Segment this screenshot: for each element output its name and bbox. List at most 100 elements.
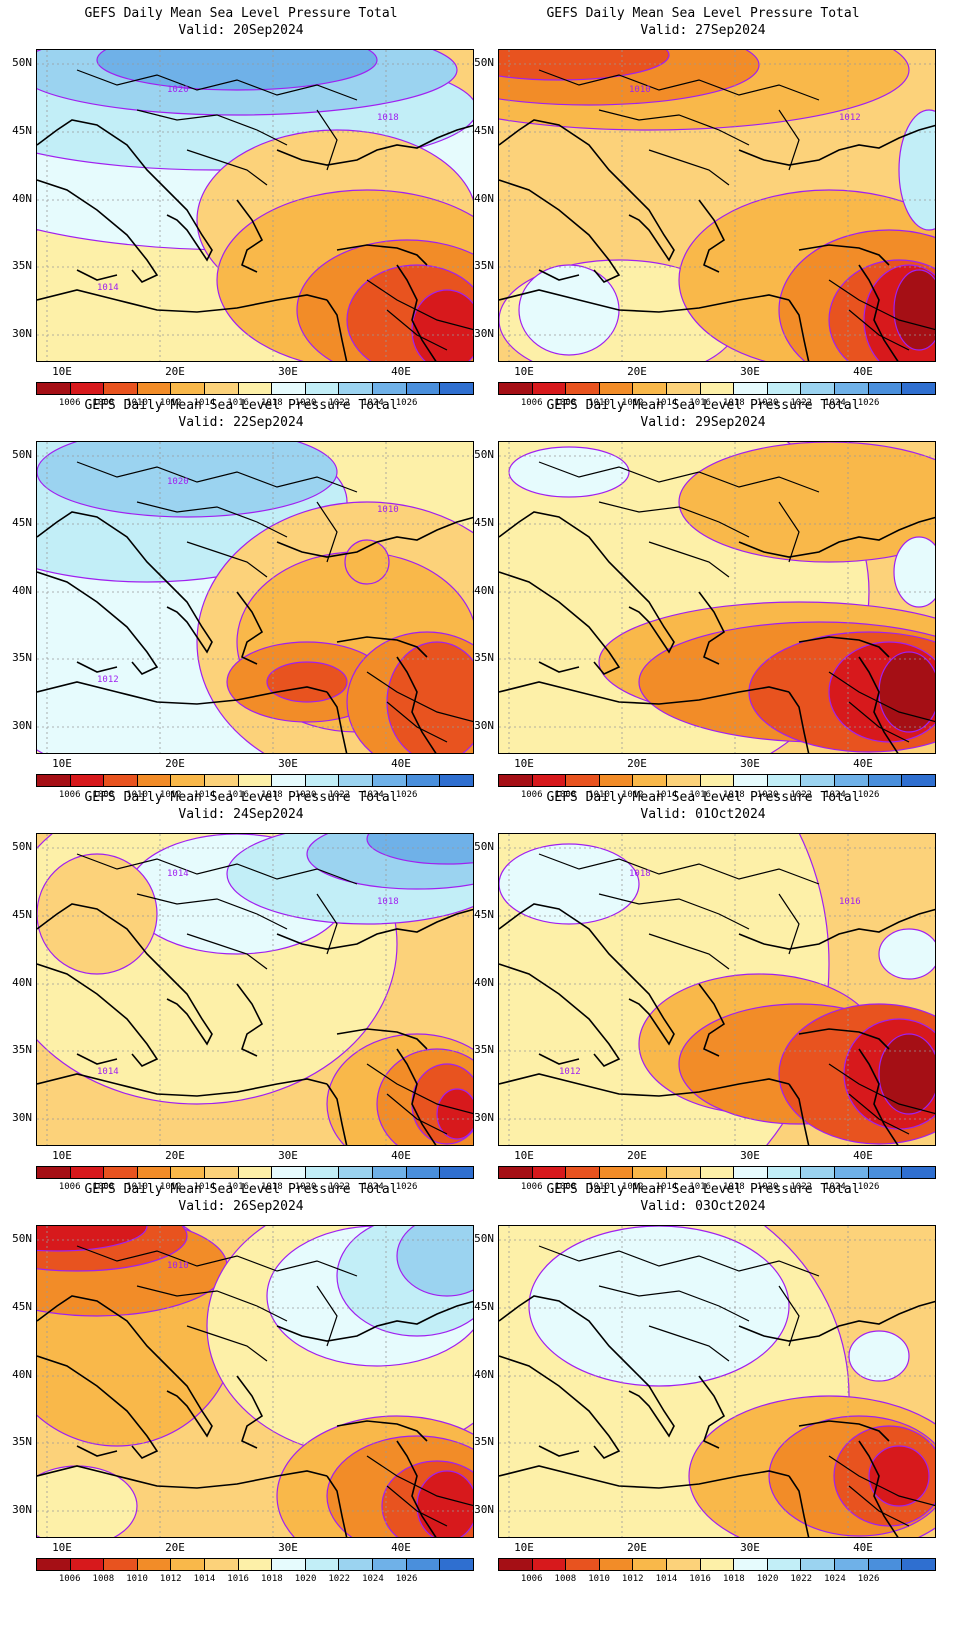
lat-tick-label: 50N: [12, 1232, 32, 1245]
colorbar-swatch: [566, 383, 600, 394]
lon-tick-label: 10E: [52, 365, 72, 378]
contour-label: 1012: [559, 1067, 581, 1077]
map-panel: GEFS Daily Mean Sea Level Pressure Total…: [0, 2, 482, 412]
pressure-contour-region: [436, 1088, 473, 1140]
colorbar-swatch: [305, 775, 340, 786]
colorbar-swatch: [633, 1559, 668, 1570]
pressure-contour-region: [499, 50, 670, 81]
colorbar-label: 1018: [261, 790, 283, 800]
lat-tick-label: 35N: [12, 651, 32, 664]
contour-label: 1018: [629, 869, 651, 879]
colorbar-label: 1022: [790, 790, 813, 800]
colorbar-swatch: [406, 1167, 441, 1178]
colorbar-label: 1014: [655, 790, 678, 800]
lon-tick-label: 40E: [853, 757, 873, 770]
colorbar-label: 1008: [554, 1182, 577, 1192]
colorbar-swatch: [835, 775, 869, 786]
colorbar-swatch: [37, 383, 71, 394]
map-panel: GEFS Daily Mean Sea Level Pressure Total…: [462, 786, 944, 1196]
lon-tick-label: 10E: [514, 757, 534, 770]
pressure-map: 1020 1018 1014: [36, 49, 474, 362]
colorbar-swatch: [902, 383, 935, 394]
lat-tick-label: 35N: [12, 1043, 32, 1056]
colorbar-label: 1016: [689, 790, 711, 800]
colorbar-swatch: [667, 775, 701, 786]
pressure-field: 1014 1018 1014: [37, 834, 473, 1145]
colorbar-label: 1006: [520, 1574, 543, 1584]
colorbar-label: 1020: [756, 1182, 779, 1192]
pressure-contour-region: [411, 289, 473, 361]
colorbar-swatch: [37, 1559, 71, 1570]
colorbar-label: 1018: [723, 398, 745, 408]
colorbar: [498, 382, 936, 395]
pressure-field: [499, 1226, 935, 1537]
lat-tick-label: 45N: [474, 516, 494, 529]
colorbar-label: 1020: [294, 790, 317, 800]
panel-title: GEFS Daily Mean Sea Level Pressure Total: [84, 790, 398, 805]
colorbar-swatch: [868, 383, 903, 394]
pressure-contour-region: [366, 834, 473, 865]
lon-tick-label: 20E: [627, 365, 647, 378]
colorbar-label: 1012: [621, 790, 644, 800]
colorbar-swatch: [532, 1167, 567, 1178]
colorbar-swatch: [137, 383, 172, 394]
lon-tick-label: 30E: [278, 1541, 298, 1554]
lat-tick-label: 30N: [12, 327, 32, 340]
colorbar-swatch: [734, 1167, 768, 1178]
country-borders: [76, 853, 473, 1135]
country-borders: [538, 461, 935, 743]
pressure-map: 1010 1012: [498, 49, 936, 362]
colorbar-swatch: [633, 775, 668, 786]
lon-tick-label: 20E: [627, 1149, 647, 1162]
colorbar-label: 1024: [824, 1574, 846, 1584]
coastline: [499, 511, 935, 753]
colorbar-label: 1008: [92, 790, 115, 800]
colorbar-swatch: [868, 1559, 903, 1570]
colorbar-swatch: [734, 1559, 768, 1570]
lat-tick-label: 30N: [12, 1111, 32, 1124]
pressure-contour-region: [893, 269, 935, 351]
pressure-contour-region: [898, 109, 935, 231]
contour-label: 1020: [167, 477, 189, 487]
colorbar-label: 1022: [328, 398, 351, 408]
lat-tick-label: 35N: [12, 259, 32, 272]
colorbar-label: 1008: [92, 1574, 115, 1584]
colorbar-label: 1014: [193, 790, 216, 800]
colorbar-label: 1022: [790, 1182, 813, 1192]
pressure-contour-region: [37, 442, 338, 518]
colorbar-swatch: [373, 1559, 407, 1570]
colorbar-label: 1018: [261, 1182, 283, 1192]
pressure-contour-region: [678, 442, 935, 563]
lat-tick-label: 30N: [12, 1503, 32, 1516]
colorbar-label: 1010: [588, 790, 610, 800]
colorbar-label: 1012: [621, 1574, 644, 1584]
colorbar-swatch: [440, 383, 473, 394]
lon-tick-label: 20E: [165, 757, 185, 770]
colorbar-label: 1026: [857, 790, 880, 800]
colorbar-swatch: [835, 1559, 869, 1570]
colorbar-label: 1024: [362, 790, 384, 800]
colorbar-swatch: [667, 1167, 701, 1178]
colorbar-label: 1006: [520, 790, 543, 800]
contour-label: 1014: [97, 1067, 119, 1077]
colorbar-swatch: [801, 383, 836, 394]
colorbar-swatch: [272, 1559, 306, 1570]
colorbar-swatch: [238, 1167, 273, 1178]
map-panel: GEFS Daily Mean Sea Level Pressure Total…: [0, 1178, 482, 1588]
pressure-contour-region: [508, 446, 630, 498]
pressure-map: [498, 1225, 936, 1538]
colorbar-swatch: [272, 775, 306, 786]
lon-tick-label: 40E: [391, 1541, 411, 1554]
colorbar-label: 1018: [723, 1182, 745, 1192]
colorbar-swatch: [633, 383, 668, 394]
pressure-contour-region: [37, 853, 158, 975]
colorbar-swatch: [499, 775, 533, 786]
country-borders: [76, 1245, 473, 1527]
lon-tick-label: 30E: [740, 1149, 760, 1162]
panel-title: GEFS Daily Mean Sea Level Pressure Total: [84, 398, 398, 413]
lat-tick-label: 30N: [474, 1111, 494, 1124]
coastline: [499, 1295, 935, 1537]
contour-label: 1012: [97, 675, 119, 685]
pressure-contour-region: [344, 539, 390, 585]
colorbar-label: 1014: [655, 1574, 678, 1584]
